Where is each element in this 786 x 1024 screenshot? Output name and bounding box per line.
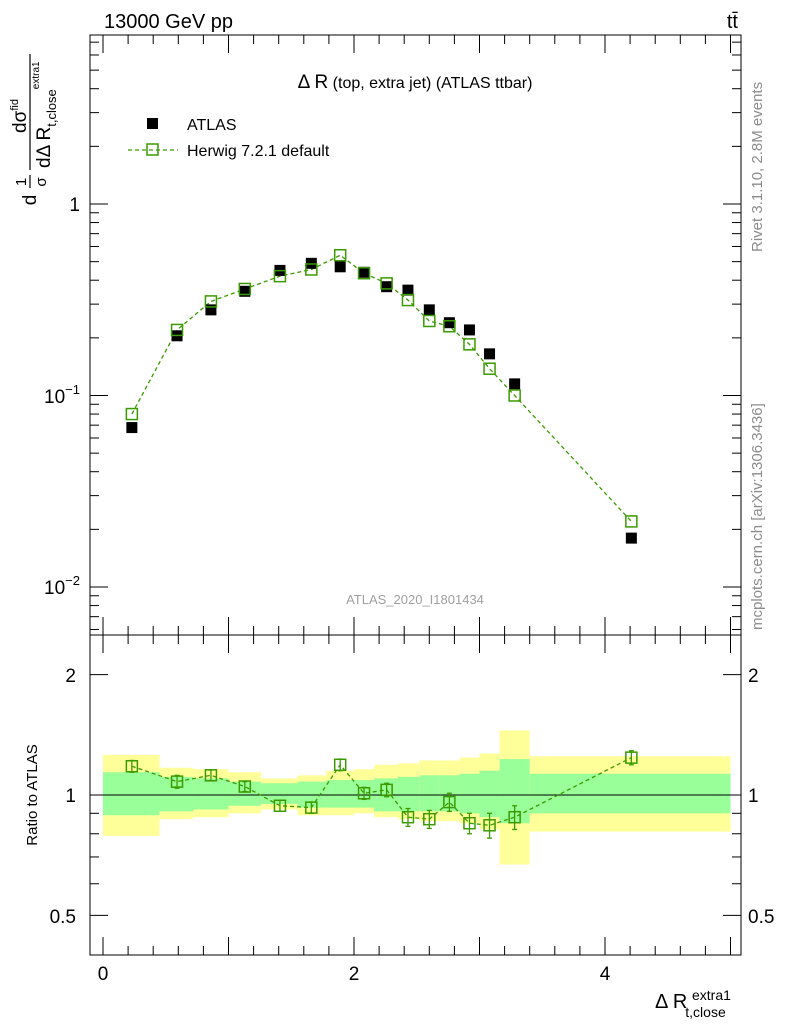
main-data (125, 248, 638, 544)
y-tick-label-0.1: 10−1 (44, 382, 80, 408)
ratio-tick-label-right-2: 2 (748, 666, 759, 687)
x-axis-label: Δ Rt,close (655, 991, 726, 1020)
ratio-mc-point (204, 769, 218, 782)
mc-point (401, 293, 415, 307)
mc-point (357, 266, 371, 280)
mc-point (273, 269, 287, 283)
mc-point (305, 263, 318, 276)
ratio-panel: Ratio to ATLAS 2 1 0.5 2 1 0.5 0 2 4 Δ R… (24, 634, 774, 1020)
data-point (239, 285, 251, 297)
x-tick-label-2: 2 (349, 964, 360, 985)
svg-text:dΔ Rt,closeextra1: dΔ Rt,closeextra1 (31, 61, 59, 168)
ratio-mc-point (238, 780, 252, 793)
mc-point (625, 515, 638, 528)
ratio-mc-point (423, 812, 436, 826)
ratio-mc-point (305, 801, 318, 814)
legend: ATLAS Herwig 7.2.1 default (128, 117, 330, 160)
mc-point (463, 338, 476, 351)
ratio-y-axis-label: Ratio to ATLAS (24, 744, 41, 845)
main-title-rest: (top, extra jet) (ATLAS ttbar) (328, 75, 532, 92)
main-panel: Δ R (top, extra jet) (ATLAS ttbar) ATLAS… (9, 34, 742, 636)
ratio-bands (90, 730, 741, 865)
ratio-band-inner (261, 783, 298, 804)
svg-text:σ: σ (33, 177, 50, 187)
watermark: ATLAS_2020_I1801434 (346, 592, 484, 607)
process-label: tt̄ (727, 11, 739, 33)
ratio-band-inner (103, 772, 160, 816)
legend-mc-label: Herwig 7.2.1 default (187, 143, 330, 160)
legend-data-label: ATLAS (187, 117, 237, 134)
mc-point (508, 389, 521, 402)
data-point (381, 281, 393, 293)
ratio-mc-point (508, 810, 521, 824)
mc-series-line (131, 254, 632, 522)
ratio-mc-point (273, 799, 287, 812)
main-y-axis-label: d 1 σ dσfid dΔ Rt,closeextra1 (9, 54, 59, 205)
ratio-mc-point (380, 783, 393, 797)
ratio-tick-label-right-0.5: 0.5 (748, 907, 774, 928)
energy-label: 13000 GeV pp (104, 11, 233, 33)
legend-mc-marker (146, 143, 159, 156)
source-label: mcplots.cern.ch [arXiv:1306.3436] (749, 403, 766, 630)
legend-data-marker (147, 118, 158, 129)
ratio-mc-point (625, 751, 638, 764)
ratio-band-inner (326, 780, 354, 808)
ratio-band-inner (419, 775, 440, 812)
mc-point (238, 282, 252, 296)
x-axis-label-sup: extra1 (692, 987, 731, 1003)
ratio-band-inner (459, 773, 480, 814)
data-point (443, 317, 455, 329)
mc-point (423, 314, 436, 328)
ratio-mc-point (170, 775, 184, 788)
svg-text:dσfid: dσfid (9, 99, 31, 133)
ratio-mc-line (131, 757, 632, 826)
main-title: Δ R (top, extra jet) (ATLAS ttbar) (298, 72, 533, 93)
data-point (402, 284, 414, 296)
ratio-mc-point (401, 810, 415, 824)
mc-point (204, 295, 218, 308)
ratio-tick-label-2: 2 (65, 666, 76, 687)
main-ticks (90, 35, 741, 635)
rivet-label: Rivet 3.1.10, 2.8M events (749, 82, 766, 252)
x-tick-label-0: 0 (98, 964, 109, 985)
ratio-mc-point (125, 759, 139, 773)
ratio-mc-point (443, 795, 456, 809)
data-point (205, 304, 217, 316)
ratio-mc-point (357, 787, 371, 800)
mc-point (125, 407, 139, 421)
y-tick-label-0.01: 10−2 (44, 573, 80, 599)
ratio-mc-point (483, 819, 496, 832)
ratio-band-inner (529, 773, 731, 814)
data-point (423, 304, 435, 316)
ratio-mc-point (463, 816, 476, 830)
mc-point (333, 248, 347, 262)
ratio-data (125, 750, 638, 839)
ratio-tick-label-0.5: 0.5 (50, 907, 76, 928)
ratio-tick-label-1: 1 (65, 786, 76, 807)
ratio-band-inner (397, 776, 420, 812)
main-title-prefix: Δ R (298, 72, 329, 93)
ratio-ticks (90, 635, 741, 955)
data-point (484, 348, 496, 360)
y-tick-label-1: 1 (69, 195, 80, 216)
mc-point (380, 277, 393, 290)
mc-point (170, 323, 184, 337)
mc-point (443, 319, 456, 333)
svg-text:1: 1 (13, 178, 30, 186)
ratio-tick-label-right-1: 1 (748, 786, 759, 807)
ratio-band-inner (193, 778, 229, 810)
ratio-mc-point (333, 758, 347, 772)
data-point (358, 266, 370, 278)
data-point (509, 378, 521, 390)
data-point (463, 324, 475, 336)
data-point (334, 261, 346, 273)
svg-text:d: d (20, 195, 41, 206)
data-point (126, 422, 138, 434)
x-tick-label-4: 4 (600, 964, 611, 985)
mc-point (483, 362, 496, 375)
data-point (625, 532, 637, 544)
ratio-band-inner (479, 770, 500, 818)
